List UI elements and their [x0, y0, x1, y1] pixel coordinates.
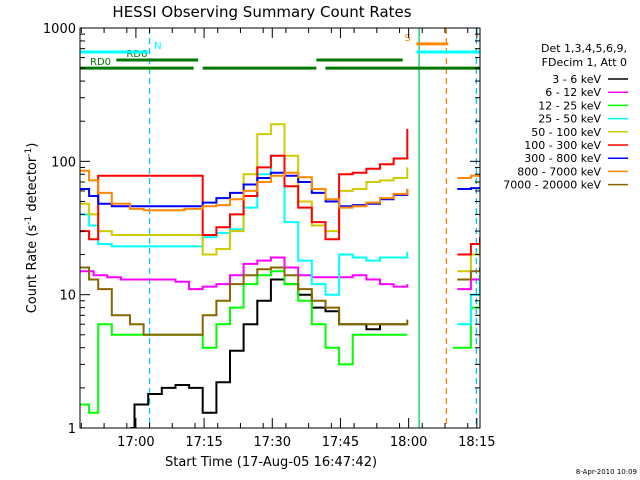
x-axis: 17:00 17:15 17:30 17:45 18:00 18:15	[80, 28, 496, 450]
legend-header-line: Det 1,3,4,5,6,9,	[541, 42, 627, 55]
legend-header-line: FDecim 1, Att 0	[542, 56, 627, 69]
legend-label: 7000 - 20000 keV	[503, 179, 601, 192]
y-axis-label-part: Count Rate (s	[25, 225, 40, 314]
plot-content: RD0 RD6 N S	[80, 28, 480, 428]
x-tick-label: 18:15	[458, 435, 495, 450]
y-axis-label-mid: detector	[25, 156, 40, 216]
x-axis-label: Start Time (17-Aug-05 16:47:42)	[165, 455, 377, 470]
y-tick-label: 1	[68, 422, 76, 437]
flag-label: S	[404, 33, 410, 44]
footer-date: 8-Apr-2010 10:09	[576, 468, 637, 476]
legend-label: 3 - 6 keV	[552, 73, 601, 86]
y-axis: 1 10 100 1000	[43, 22, 480, 437]
x-tick-label: 17:15	[185, 435, 222, 450]
series-line	[80, 171, 480, 208]
legend: Det 1,3,4,5,6,9,FDecim 1, Att 0 3 - 6 keV…	[503, 42, 628, 192]
flag-label: RD6	[126, 49, 147, 60]
x-tick-label: 17:30	[254, 435, 291, 450]
y-tick-label: 10	[59, 289, 76, 304]
flag-label: N	[154, 41, 161, 52]
chart-title: HESSI Observing Summary Count Rates	[112, 3, 411, 21]
y-axis-label-sup2: -1	[24, 148, 34, 157]
series-line	[80, 266, 480, 336]
x-tick-label: 18:00	[390, 435, 427, 450]
y-axis-label: Count Rate (s-1 detector-1)	[24, 143, 40, 314]
plot-frame	[79, 27, 481, 429]
legend-label: 6 - 12 keV	[545, 86, 601, 99]
y-tick-label: 100	[51, 155, 76, 170]
legend-label: 50 - 100 keV	[531, 126, 601, 139]
legend-label: 300 - 800 keV	[524, 152, 601, 165]
series-line	[80, 128, 480, 256]
y-axis-label-tail: )	[25, 143, 40, 148]
y-axis-label-sup: -1	[24, 216, 34, 225]
flag-label: RD0	[90, 57, 111, 68]
legend-label: 12 - 25 keV	[538, 99, 601, 112]
x-tick-label: 17:45	[322, 435, 359, 450]
legend-label: 25 - 50 keV	[538, 113, 601, 126]
legend-label: 100 - 300 keV	[524, 139, 601, 152]
series-line	[80, 169, 480, 212]
y-tick-label: 1000	[43, 22, 76, 37]
x-tick-label: 17:00	[117, 435, 154, 450]
legend-label: 800 - 7000 keV	[517, 165, 601, 178]
